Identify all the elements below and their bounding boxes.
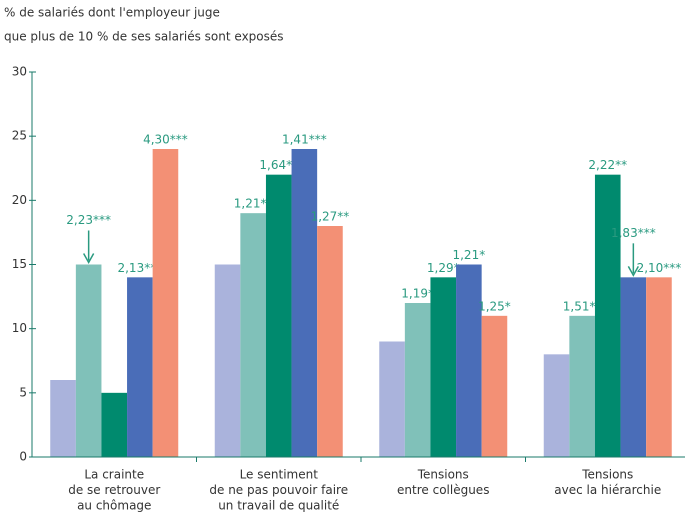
chart-title: que plus de 10 % de ses salariés sont ex… (4, 30, 284, 44)
bar (430, 277, 457, 457)
bar (291, 149, 318, 457)
bar (456, 264, 482, 457)
bar (152, 149, 179, 457)
bar (379, 341, 405, 457)
bar (481, 315, 508, 457)
x-tick-label: Tensions (581, 468, 633, 482)
data-annotation: 1,83*** (611, 226, 656, 240)
data-annotation: 2,10*** (637, 261, 682, 275)
y-tick-label: 0 (19, 450, 27, 464)
data-annotation: 2,13*** (117, 261, 162, 275)
data-annotation: 1,51** (563, 299, 602, 313)
x-tick-label: avec la hiérarchie (554, 483, 661, 497)
data-annotation: 4,30*** (143, 133, 188, 147)
bar (101, 392, 128, 457)
y-tick-label: 5 (19, 385, 27, 399)
data-annotation: 1,41*** (282, 133, 327, 147)
bar (620, 277, 647, 457)
bar (543, 354, 570, 457)
data-annotation: 1,27** (311, 210, 350, 224)
y-tick-label: 30 (12, 65, 27, 79)
bar (127, 277, 153, 457)
chart-title: % de salariés dont l'employeur juge (4, 6, 220, 20)
x-tick-label: Tensions (417, 468, 469, 482)
bar (265, 174, 292, 457)
x-tick-label: au chômage (77, 499, 151, 513)
bar (240, 213, 266, 457)
bar (317, 226, 343, 457)
bar (569, 315, 595, 457)
y-tick-label: 10 (12, 321, 27, 335)
bar (594, 174, 621, 457)
data-annotation: 1,29* (427, 261, 460, 275)
y-tick-label: 20 (12, 193, 27, 207)
data-annotation: 1,25* (478, 299, 511, 313)
y-tick-label: 15 (12, 257, 27, 271)
data-annotation: 1,21** (234, 197, 273, 211)
data-annotation: 2,23*** (66, 213, 111, 227)
data-annotation: 1,21* (452, 248, 485, 262)
bar (214, 264, 241, 457)
x-tick-label: un travail de qualité (218, 499, 339, 513)
bar (646, 277, 672, 457)
x-tick-label: de ne pas pouvoir faire (209, 483, 348, 497)
annotation-arrow-head (82, 253, 95, 265)
bar (404, 303, 431, 457)
x-tick-label: Le sentiment (240, 468, 319, 482)
y-tick-label: 25 (12, 129, 27, 143)
bar (50, 380, 76, 457)
annotation-arrow-head (627, 265, 640, 277)
x-tick-label: La crainte (84, 468, 144, 482)
data-annotation: 1,64** (259, 158, 298, 172)
x-tick-label: entre collègues (397, 483, 489, 497)
data-annotation: 1,19* (401, 287, 434, 301)
bar (75, 264, 102, 457)
data-annotation: 2,22** (588, 158, 627, 172)
x-tick-label: de se retrouver (68, 483, 160, 497)
